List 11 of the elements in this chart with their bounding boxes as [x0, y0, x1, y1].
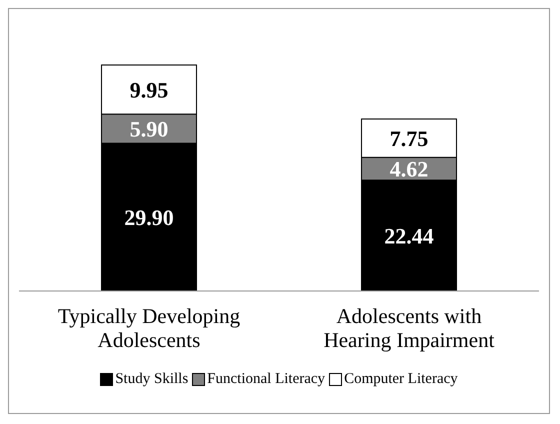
legend-label: Computer Literacy	[343, 371, 458, 388]
x-tick-label: Typically Developing Adolescents	[58, 304, 241, 352]
x-tick-label: Adolescents with Hearing Impairment	[324, 304, 495, 352]
data-label: 5.90	[130, 116, 168, 142]
data-label: 29.90	[124, 204, 174, 230]
legend-label: Functional Literacy	[206, 371, 326, 388]
data-label: 7.75	[390, 126, 428, 151]
data-label: 9.95	[130, 77, 168, 102]
data-label: 22.44	[384, 223, 434, 248]
data-label: 4.62	[390, 156, 428, 182]
legend-label: Study Skills	[114, 371, 188, 388]
